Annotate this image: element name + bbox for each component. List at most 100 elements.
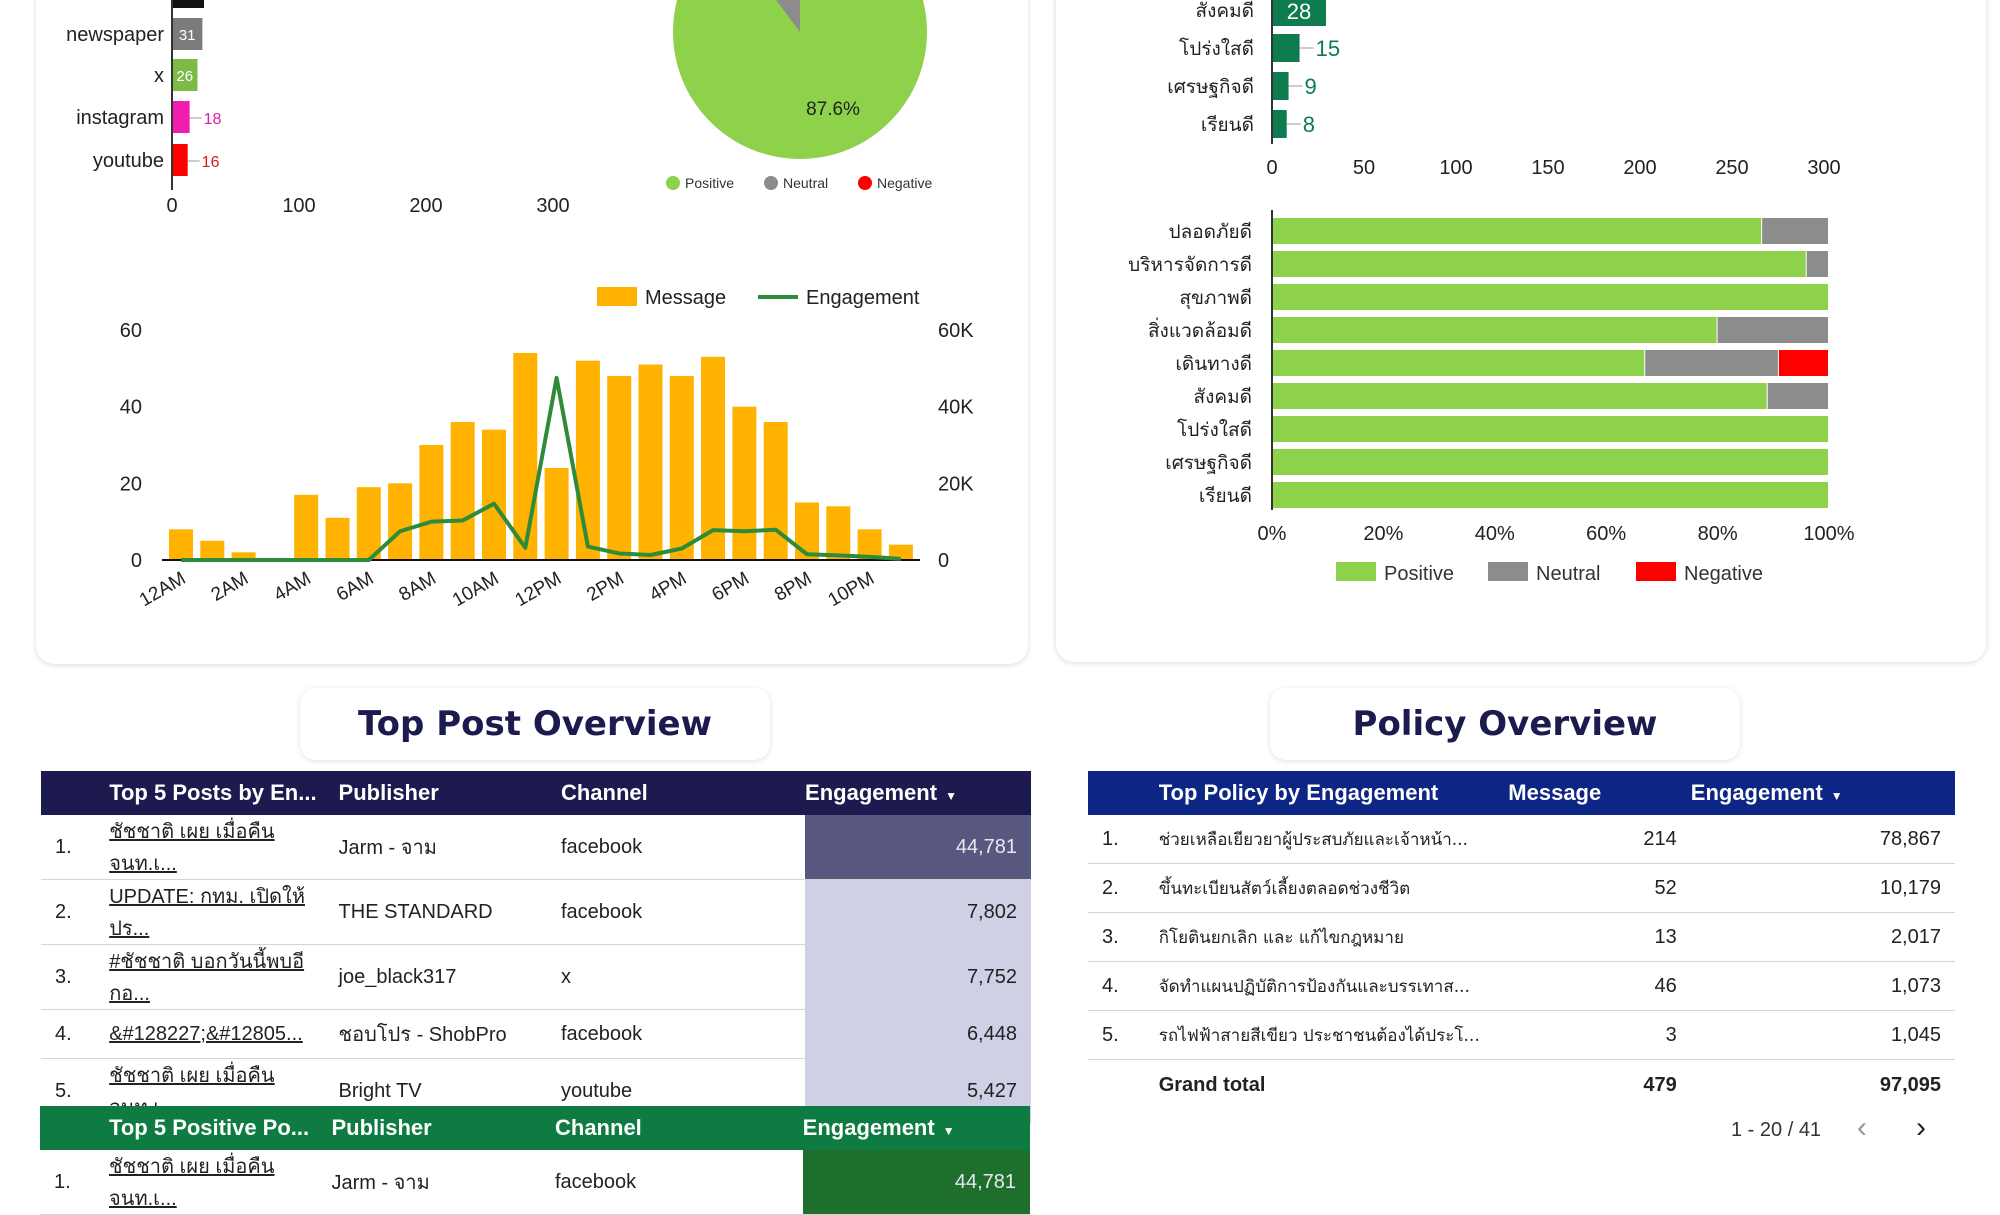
psent-positive-segment bbox=[1272, 317, 1717, 343]
post-link[interactable]: UPDATE: กทม. เปิดให้ปร... bbox=[109, 886, 305, 940]
grand-total-row: Grand total 479 97,095 bbox=[1088, 1060, 1955, 1111]
table-row[interactable]: 4. จัดทำแผนปฏิบัติการป้องกันและบรรเทาส...… bbox=[1088, 961, 1955, 1011]
chevron-right-icon[interactable]: › bbox=[1916, 1111, 1926, 1144]
psent-label: สุขภาพดี bbox=[1179, 287, 1252, 310]
sort-desc-icon: ▼ bbox=[945, 789, 957, 803]
post-link[interactable]: ชัชชาติ เผย เมื่อคืน จนท.เ... bbox=[109, 821, 275, 875]
message-bar bbox=[419, 445, 444, 560]
col-header-publisher[interactable]: Publisher bbox=[338, 780, 439, 805]
message-bar bbox=[669, 376, 694, 560]
message-bar bbox=[200, 540, 225, 560]
pcount-value: 28 bbox=[1287, 0, 1311, 24]
table-row[interactable]: 2. ขึ้นทะเบียนสัตว์เลี้ยงตลอดช่วงชีวิต 52 1… bbox=[1088, 863, 1955, 913]
engagement-cell: 7,752 bbox=[805, 944, 1031, 1010]
engagement-cell: 2,017 bbox=[1690, 912, 1955, 962]
col-header-engagement[interactable]: Engagement ▼ bbox=[802, 1115, 955, 1140]
post-link[interactable]: &#128227;&#12805... bbox=[109, 1022, 303, 1045]
col-header-engagement[interactable]: Engagement ▼ bbox=[805, 780, 957, 805]
col-header-channel[interactable]: Channel bbox=[555, 1115, 642, 1140]
legend-message: Message bbox=[645, 287, 726, 309]
pie-positive-label: 87.6% bbox=[806, 99, 860, 120]
publisher-cell: THE STANDARD bbox=[338, 879, 561, 945]
row-rank: 4. bbox=[41, 1009, 110, 1059]
post-link[interactable]: ชัชชาติ เผย เมื่อคืน จนท.เ... bbox=[109, 1065, 275, 1119]
channel-tick: 300 bbox=[536, 195, 569, 217]
left-axis-tick: 60 bbox=[120, 320, 142, 342]
table-row[interactable]: 3. #ชัชชาติ บอกวันนี้พบอีกอ... joe_black31… bbox=[41, 944, 1031, 1010]
message-bar bbox=[482, 429, 506, 560]
engagement-cell: 1,045 bbox=[1690, 1010, 1955, 1060]
bar-top-partial bbox=[172, 0, 204, 8]
table-row[interactable]: 1. ชัชชาติ เผย เมื่อคืน จนท.เ... Jarm - จา… bbox=[41, 815, 1031, 880]
channel-bar bbox=[172, 144, 188, 176]
message-bar bbox=[231, 552, 256, 560]
pcount-value: 15 bbox=[1316, 36, 1340, 61]
sort-desc-icon: ▼ bbox=[1830, 789, 1843, 803]
col-header-policy[interactable]: Top Policy by Engagement bbox=[1158, 780, 1439, 805]
pcount-tick: 300 bbox=[1807, 157, 1840, 179]
message-bar bbox=[732, 406, 757, 560]
message-cell: 3 bbox=[1508, 1010, 1691, 1060]
pcount-tick: 200 bbox=[1623, 157, 1656, 179]
row-rank: 5. bbox=[1088, 1010, 1159, 1060]
engagement-cell: 78,867 bbox=[1690, 815, 1955, 864]
col-header-message[interactable]: Message bbox=[1508, 780, 1602, 805]
pagination-text: 1 - 20 / 41 bbox=[1731, 1119, 1822, 1141]
channel-label: youtube bbox=[93, 150, 164, 172]
psent-tick: 20% bbox=[1363, 523, 1403, 545]
table-row[interactable]: 1. ชัชชาติ เผย เมื่อคืน จนท.เ... Jarm - จา… bbox=[40, 1150, 1030, 1215]
publisher-cell: Jarm - จาม bbox=[331, 1150, 555, 1215]
channel-tick: 200 bbox=[409, 195, 442, 217]
col-header-post[interactable]: Top 5 Posts by En... bbox=[109, 780, 317, 805]
message-bar bbox=[544, 468, 569, 560]
message-bar bbox=[513, 353, 538, 560]
psent-positive-segment bbox=[1272, 284, 1828, 310]
publisher-cell: joe_black317 bbox=[338, 944, 561, 1010]
table-row[interactable]: 2. UPDATE: กทม. เปิดให้ปร... THE STANDARD f… bbox=[41, 879, 1031, 945]
table-row[interactable]: 4. &#128227;&#12805... ชอบโปร - ShobPro fac… bbox=[41, 1009, 1031, 1059]
channel-label: newspaper bbox=[66, 24, 164, 46]
psent-tick: 80% bbox=[1698, 523, 1738, 545]
message-bar bbox=[795, 502, 819, 560]
table-row[interactable]: 5. รถไฟฟ้าสายสีเขียว ประชาชนต้องได้ประโ..… bbox=[1088, 1010, 1955, 1060]
pcount-tick: 50 bbox=[1353, 157, 1375, 179]
table-row[interactable]: 1. ช่วยเหลือเยียวยาผู้ประสบภัยและเจ้าหน้า… bbox=[1088, 815, 1955, 864]
pie-legend-neutral: Neutral bbox=[783, 175, 828, 191]
row-rank: 3. bbox=[41, 944, 110, 1010]
channel-cell: facebook bbox=[560, 815, 806, 880]
post-link[interactable]: ชัชชาติ เผย เมื่อคืน จนท.เ... bbox=[109, 1156, 275, 1210]
post-link[interactable]: #ชัชชาติ บอกวันนี้พบอีกอ... bbox=[109, 951, 305, 1005]
col-header-engagement[interactable]: Engagement ▼ bbox=[1690, 780, 1843, 805]
psent-positive-segment bbox=[1272, 218, 1762, 244]
col-header-channel[interactable]: Channel bbox=[560, 780, 648, 805]
message-bar bbox=[450, 422, 475, 560]
table-row[interactable]: 5. ชัชชาติ เผย เมื่อคืน จนท.เ... Bright TV… bbox=[41, 1058, 1031, 1124]
hour-label: 12AM bbox=[136, 568, 189, 611]
policy-cell: จัดทำแผนปฏิบัติการป้องกันและบรรเทาส... bbox=[1158, 961, 1509, 1011]
chevron-left-icon[interactable]: ‹ bbox=[1857, 1111, 1867, 1144]
psent-positive-segment bbox=[1272, 251, 1806, 277]
psent-tick: 60% bbox=[1586, 523, 1626, 545]
col-header-positive-post[interactable]: Top 5 Positive Po... bbox=[109, 1115, 310, 1140]
table-row[interactable]: 3. กิโยตินยกเลิก และ แก้ไขกฎหมาย 13 2,017 bbox=[1088, 912, 1955, 962]
psent-neutral-segment bbox=[1767, 383, 1828, 409]
row-rank: 2. bbox=[1088, 863, 1159, 913]
message-bar bbox=[826, 506, 851, 560]
message-bar bbox=[701, 356, 726, 560]
policy-sentiment-chart: ปลอดภัยดีบริหารจัดการดีสุขภาพดีสิ่งแวดล้… bbox=[1128, 210, 1855, 585]
message-bar bbox=[888, 544, 913, 560]
message-cell: 13 bbox=[1508, 912, 1691, 962]
right-axis-tick: 0 bbox=[938, 550, 949, 572]
row-rank: 1. bbox=[40, 1150, 110, 1215]
top-positive-table: Top 5 Positive Po... Publisher Channel E… bbox=[40, 1106, 1030, 1215]
top-post-title: Top Post Overview bbox=[300, 688, 770, 760]
policy-cell: รถไฟฟ้าสายสีเขียว ประชาชนต้องได้ประโ... bbox=[1158, 1010, 1509, 1060]
right-axis-tick: 20K bbox=[938, 473, 974, 495]
psent-label: โปร่งใสดี bbox=[1177, 418, 1252, 441]
publisher-cell: ชอบโปร - ShobPro bbox=[338, 1009, 561, 1059]
col-header-publisher[interactable]: Publisher bbox=[331, 1115, 432, 1140]
sort-desc-icon: ▼ bbox=[942, 1124, 955, 1138]
publisher-cell: Bright TV bbox=[338, 1058, 561, 1124]
psent-legend-negative: Negative bbox=[1684, 563, 1763, 585]
grand-total-label: Grand total bbox=[1158, 1073, 1266, 1096]
